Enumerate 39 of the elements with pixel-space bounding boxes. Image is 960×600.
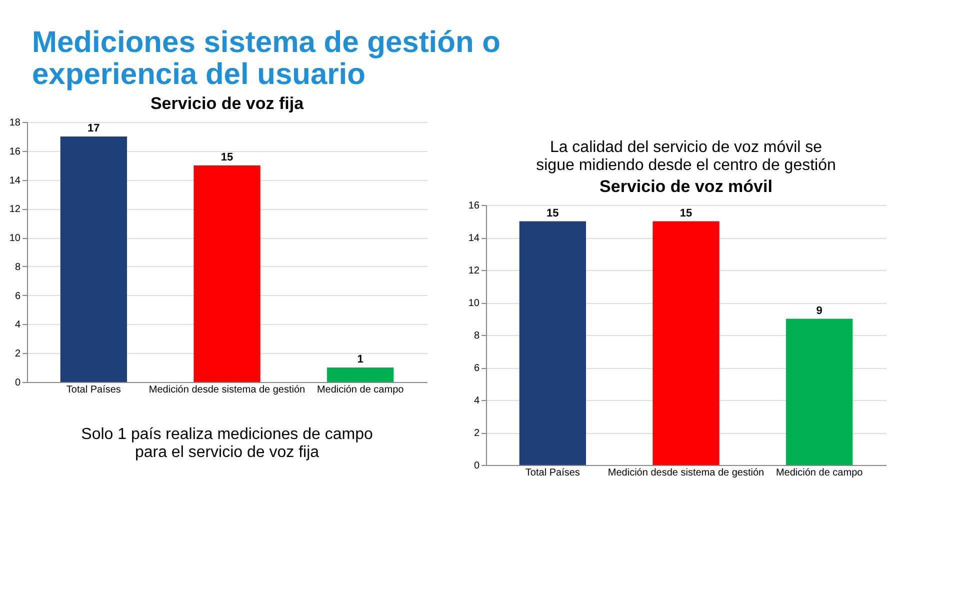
y-tick-label: 4 — [14, 320, 21, 331]
y-tick-label: 12 — [9, 204, 21, 216]
y-tick-label: 10 — [9, 233, 21, 244]
y-tick-label: 0 — [474, 460, 480, 472]
text: La calidad del servicio de voz móvil se sigue midiendo desde el centro de gestión — [536, 139, 836, 174]
x-tick-label: Medición desde sistema de gestión — [608, 468, 764, 478]
y-tick-label: 6 — [14, 290, 21, 302]
y-tick-label: 18 — [9, 118, 21, 128]
data-label: 15 — [546, 207, 559, 220]
x-tick-label: Medición desde sistema de gestión — [148, 384, 306, 396]
chart-title: Servicio de voz móvil — [600, 177, 772, 196]
bar — [194, 165, 260, 382]
data-label: 17 — [88, 122, 100, 134]
y-tick-label: 2 — [14, 348, 21, 360]
y-tick-label: 0 — [14, 378, 21, 388]
y-tick-label: 2 — [474, 428, 480, 439]
chart-title: Servicio de voz fija — [150, 94, 304, 113]
x-tick-label: Total Países — [525, 468, 580, 478]
y-tick-label: 14 — [9, 175, 21, 186]
data-label: 1 — [357, 354, 364, 366]
y-tick-label: 4 — [474, 396, 480, 406]
text: Mediciones sistema de gestión o experiencia del usuario — [32, 26, 500, 91]
y-tick-label: 16 — [468, 200, 480, 212]
y-tick-label: 14 — [468, 233, 480, 244]
x-tick-label: Medición de campo — [776, 468, 864, 478]
y-tick-label: 6 — [474, 363, 480, 374]
bar — [327, 368, 394, 382]
data-label: 9 — [816, 304, 822, 317]
bar — [60, 136, 127, 382]
y-tick-label: 8 — [474, 330, 480, 342]
y-tick-label: 12 — [468, 266, 480, 276]
data-label: 15 — [680, 207, 692, 220]
data-label: 15 — [220, 151, 234, 164]
y-tick-label: 8 — [14, 262, 21, 273]
x-tick-label: Total Países — [66, 384, 121, 396]
x-tick-label: Medición de campo — [316, 384, 404, 396]
text: Solo 1 país realiza mediciones de campo para el servicio de voz fija — [81, 426, 373, 461]
y-tick-label: 16 — [9, 146, 21, 158]
y-tick-label: 10 — [468, 298, 480, 309]
